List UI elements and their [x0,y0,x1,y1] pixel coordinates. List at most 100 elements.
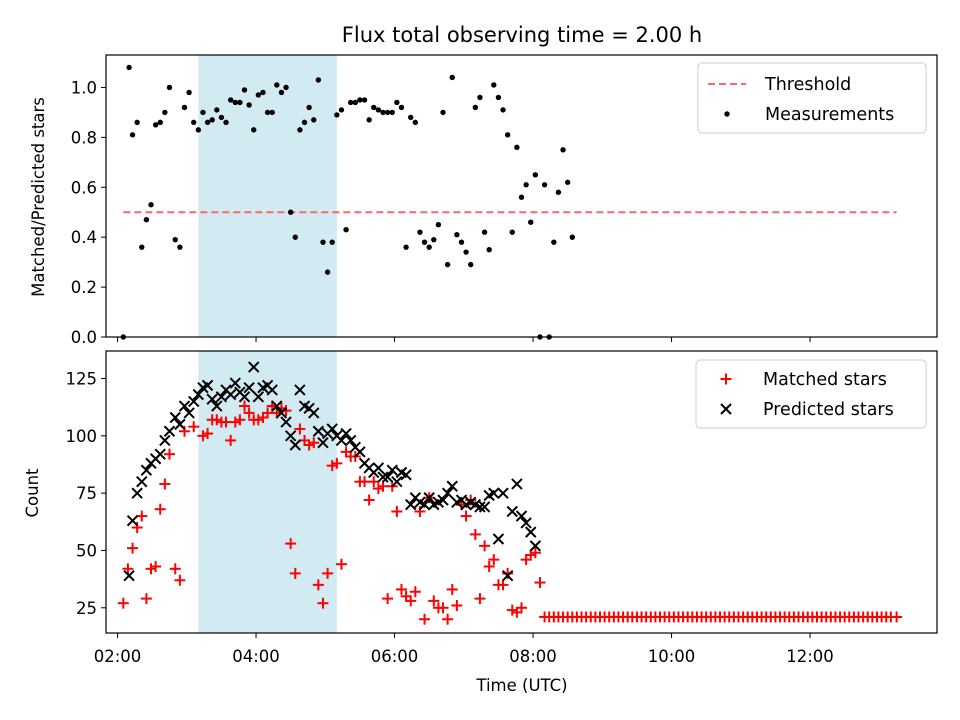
predicted-star-point [206,393,218,405]
predicted-star-point [183,407,195,419]
measurement-point [444,261,451,268]
predicted-star-point [229,377,241,389]
predicted-star-point [423,492,435,504]
measurement-point [278,89,285,96]
measurement-point [560,147,566,153]
predicted-stars-legend-swatch [720,403,732,415]
predicted-star-point [372,462,385,474]
matched-stars-legend-label: Matched stars [763,370,887,390]
measurement-point [495,94,502,101]
predicted-star-point [344,434,357,447]
y-tick-label: 1.0 [71,78,97,97]
y-tick-label: 75 [76,484,97,503]
predicted-star-point [271,400,283,412]
predicted-star-point [492,533,505,545]
measurement-point [181,104,188,111]
measurement-point [491,82,497,88]
measurement-point [352,99,358,106]
predicted-star-point [340,427,352,440]
predicted-star-point [238,391,251,403]
measurement-point [241,87,248,93]
measurements-legend-label: Measurements [765,105,894,125]
measurement-point [139,244,145,250]
predicted-star-point [474,501,486,513]
y-tick-label: 0.0 [71,328,97,347]
predicted-star-point [159,434,171,447]
measurement-point [232,99,238,106]
measurement-point [366,117,372,123]
predicted-star-point [529,540,542,552]
x-tick-label: 02:00 [94,647,142,666]
predicted-star-point [298,400,311,412]
predicted-star-point [520,517,532,529]
measurement-point [204,119,211,126]
measurement-point [237,99,243,106]
predicted-star-point [312,425,325,437]
measurement-point [255,92,262,98]
measurement-point [287,209,294,215]
measurement-point [191,119,197,126]
predicted-star-point [215,391,228,403]
measurement-point [269,109,275,116]
bottom-y-axis-label: Count [23,468,42,518]
measurement-point [532,172,539,178]
bottom-legend-box [695,359,927,429]
predicted-star-point [126,514,139,527]
predicted-star-point [280,416,292,428]
predicted-star-point [437,494,449,506]
top-y-ticks: 0.0 0.2 0.4 0.6 0.8 1.0 [71,78,106,347]
y-tick-label: 100 [66,427,98,446]
predicted-star-point [418,498,431,511]
predicted-star-point [201,379,214,392]
measurement-point [134,119,140,126]
predicted-star-point [284,430,297,442]
predicted-star-point [289,439,301,451]
predicted-star-point [515,510,528,522]
measurement-point [431,236,437,243]
measurement-point [274,82,280,88]
predicted-star-point [266,384,278,396]
bottom-panel: 25 50 75 100 125 02:00 04:00 06:00 08:00 10:00 12… [23,350,938,695]
measurement-point [357,97,363,103]
predicted-star-point [446,480,458,492]
predicted-star-point [174,418,186,431]
bottom-legend: Matched stars Predicted stars [695,359,927,429]
top-y-axis-label: Matched/Predicted stars [29,97,48,297]
measurement-point [500,107,506,113]
predicted-star-point [140,464,153,476]
measurement-point [440,109,446,116]
x-tick-label: 04:00 [232,647,280,666]
measurement-point [504,132,511,138]
predicted-star-point [169,411,181,424]
measurement-point [509,229,515,235]
predicted-star-point [414,496,426,509]
measurement-point [384,109,391,116]
measurement-point [324,269,331,275]
measurement-point [380,109,386,116]
predicted-star-point [381,471,394,483]
measurement-point [338,107,345,113]
measurement-point [361,97,368,103]
predicted-star-point [465,496,477,509]
top-legend: Threshold Measurements [697,62,927,134]
measurement-point [172,236,178,243]
predicted-star-point [317,437,329,449]
measurement-point [157,119,163,126]
predicted-star-point [391,475,403,488]
predicted-star-point [441,487,454,499]
y-tick-label: 0.2 [71,278,97,297]
measurement-point [463,249,469,255]
measurement-point [412,119,419,126]
measurement-point [518,194,525,200]
measurement-point [454,231,460,238]
measurement-point [218,114,225,121]
measurement-point [297,127,303,133]
predicted-star-point [178,400,191,412]
predicted-star-point [525,526,537,538]
measurement-point [569,234,575,240]
measurement-point [311,117,317,123]
measurement-point [408,114,414,121]
predicted-star-point [275,407,288,419]
measurement-point [514,144,520,151]
